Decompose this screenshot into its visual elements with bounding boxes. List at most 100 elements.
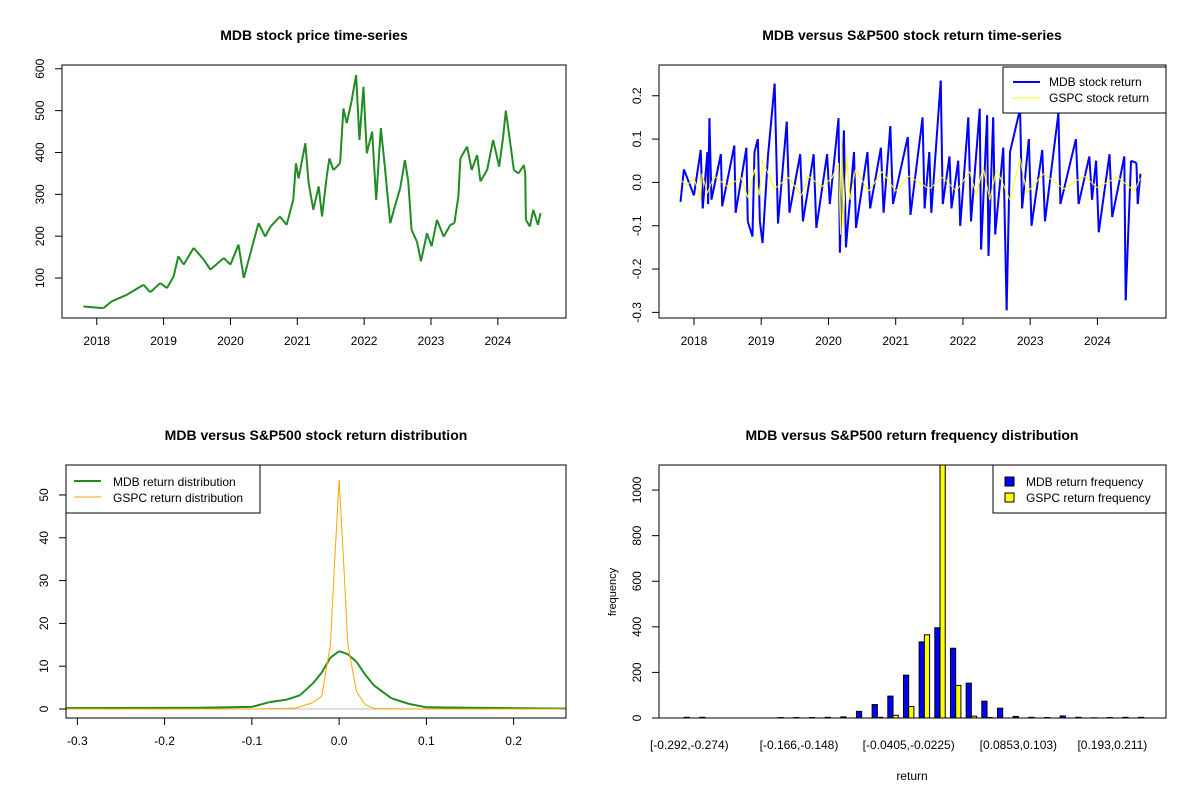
line-segment: [350, 74, 358, 103]
line-segment: [342, 108, 348, 124]
line-segment: [908, 175, 930, 190]
line-segment: [892, 136, 909, 205]
line-segment: [841, 143, 844, 226]
line-segment: [980, 115, 989, 250]
mdb-bar: [934, 627, 941, 718]
line-segment: [987, 117, 995, 257]
line-segment: [172, 256, 180, 277]
line-segment: [1111, 156, 1126, 218]
x-tick-label: 2024: [1084, 334, 1111, 348]
line-segment: [986, 115, 990, 257]
line-segment: [492, 139, 501, 167]
line-segment: [939, 80, 944, 205]
legend-swatch-gspc: [1004, 492, 1015, 503]
x-tick-label: 2023: [418, 334, 445, 348]
line-segment: [785, 121, 791, 213]
line-segment: [430, 219, 438, 247]
y-tick-label: -0.3: [630, 302, 644, 323]
legend-swatch-mdb: [1004, 476, 1015, 487]
line-segment: [821, 177, 833, 188]
line-segment: [831, 162, 839, 179]
line-segment: [801, 154, 815, 222]
line-segment: [1043, 112, 1060, 222]
y-tick-label: 50: [37, 488, 51, 502]
line-segment: [801, 175, 809, 196]
line-segment: [828, 118, 840, 205]
line-segment: [869, 147, 882, 209]
line-segment: [692, 149, 702, 196]
line-segment: [708, 118, 713, 200]
x-tick-label: 2022: [351, 334, 378, 348]
line-segment: [391, 697, 410, 705]
line-segment: [928, 176, 944, 190]
x-tick-label: 2018: [681, 334, 708, 348]
line-segment: [383, 166, 392, 224]
histogram-chart: 0 200 400 600 800 1000 [-0.292,-0.274) [-0.166,…: [630, 464, 1167, 752]
y-tick-label: 0: [37, 705, 51, 712]
line-segment: [1077, 156, 1091, 205]
line-segment: [470, 706, 566, 710]
x-tick-label: 2022: [950, 334, 977, 348]
line-segment: [199, 705, 252, 709]
line-segment: [407, 181, 413, 230]
x-tick-label: [0.193,0.211): [1077, 738, 1147, 752]
line-segment: [1041, 149, 1046, 222]
legend-label-mdb: MDB return frequency: [1026, 475, 1143, 489]
gspc-bar: [908, 706, 915, 718]
mdb-bar: [855, 710, 863, 718]
line-segment: [1043, 173, 1065, 190]
line-segment: [299, 682, 314, 697]
line-segment: [403, 159, 410, 182]
line-segment: [753, 169, 760, 196]
histogram-x-axis-label: return: [896, 769, 927, 783]
line-segment: [881, 171, 897, 192]
line-segment: [679, 169, 685, 203]
line-segment: [334, 479, 340, 560]
line-segment: [502, 110, 507, 137]
line-segment: [807, 175, 823, 188]
plot-area: [679, 80, 1142, 311]
line-segment: [466, 146, 473, 171]
line-segment: [251, 701, 270, 708]
line-segment: [923, 151, 931, 209]
y-tick-label: 400: [630, 616, 644, 636]
x-tick-label: [0.0853,0.103): [980, 738, 1057, 752]
line-segment: [994, 147, 1005, 235]
line-segment: [853, 152, 858, 228]
line-segment: [1026, 173, 1044, 194]
line-segment: [358, 86, 365, 140]
x-tick-label: 2019: [748, 334, 775, 348]
line-segment: [942, 176, 957, 192]
x-tick-label: 2020: [217, 334, 244, 348]
plot-frame: [658, 64, 1167, 319]
line-segment: [536, 212, 542, 226]
line-segment: [399, 159, 406, 189]
line-segment: [498, 136, 505, 167]
y-tick-label: 200: [33, 226, 47, 246]
x-tick-label: 2021: [882, 334, 909, 348]
line-segment: [202, 259, 212, 271]
line-segment: [375, 128, 382, 200]
gspc-bar: [955, 684, 962, 718]
legend-label-gspc: GSPC return frequency: [1026, 491, 1151, 505]
line-segment: [787, 176, 802, 196]
line-segment: [719, 154, 724, 207]
line-segment: [442, 224, 452, 238]
line-segment: [747, 169, 755, 198]
line-segment: [1108, 154, 1114, 218]
y-tick-label: 200: [630, 662, 644, 682]
line-segment: [1019, 158, 1028, 194]
line-segment: [868, 171, 883, 192]
mdb-bar: [871, 704, 878, 718]
line-segment: [854, 169, 870, 192]
line-segment: [177, 255, 185, 266]
line-segment: [269, 698, 287, 704]
line-segment: [166, 275, 175, 289]
legend-label-mdb: MDB stock return: [1049, 75, 1142, 89]
line-segment: [292, 163, 297, 200]
line-segment: [967, 117, 972, 222]
line-segment: [251, 707, 296, 710]
line-segment: [895, 175, 910, 192]
line-segment: [524, 173, 527, 220]
line-segment: [408, 702, 427, 709]
